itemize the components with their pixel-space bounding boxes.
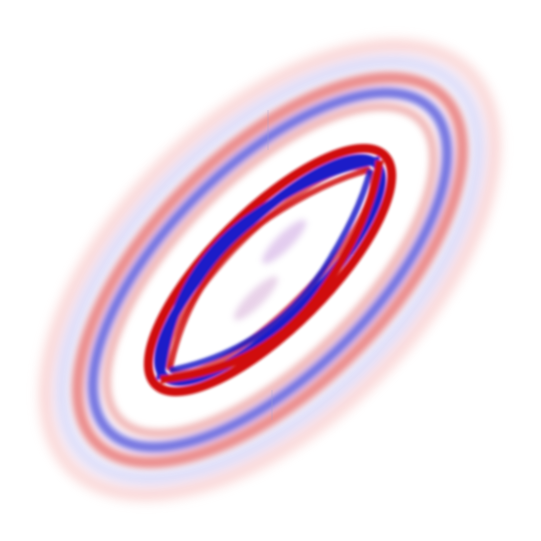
inner-faint-streaks (233, 219, 307, 321)
middle-wave-ring (71, 71, 469, 469)
interference-streaks (267, 110, 273, 420)
inner-wave-bands (143, 143, 397, 397)
